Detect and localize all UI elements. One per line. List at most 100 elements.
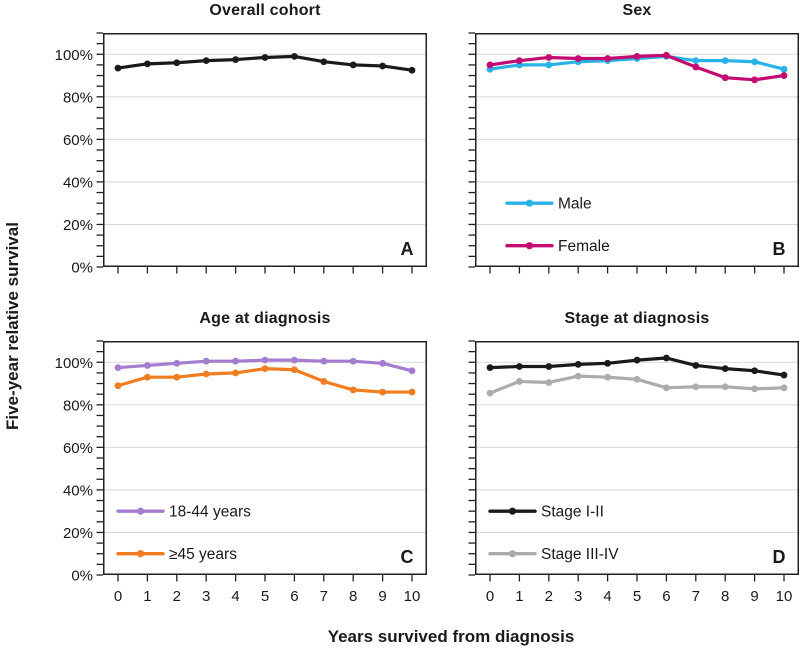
data-point bbox=[144, 60, 151, 68]
plot-age-at-diagnosis: 0% 20% 40% 60% 80% 100% 0 1 2 3 4 5 6 7 8 9 10 18-44 year… bbox=[55, 340, 427, 605]
data-point bbox=[486, 61, 494, 69]
data-point bbox=[545, 363, 553, 370]
x-tick-label: 1 bbox=[143, 588, 151, 605]
data-point bbox=[349, 386, 357, 394]
legend-marker bbox=[136, 507, 145, 515]
x-tick-label: 9 bbox=[750, 588, 758, 605]
data-point bbox=[633, 356, 641, 364]
data-point bbox=[721, 57, 729, 65]
y-tick-label: 60% bbox=[63, 132, 93, 149]
data-point bbox=[144, 373, 151, 381]
data-point bbox=[721, 383, 729, 391]
plot-border bbox=[475, 33, 799, 267]
data-point bbox=[604, 359, 611, 367]
plot-border bbox=[103, 341, 427, 575]
data-point bbox=[114, 364, 122, 371]
x-tick-label: 10 bbox=[404, 588, 421, 605]
data-point bbox=[545, 379, 553, 386]
x-tick-label: 3 bbox=[574, 588, 582, 605]
legend-label: Female bbox=[558, 238, 610, 255]
panel-letter: A bbox=[401, 239, 414, 259]
data-point bbox=[232, 357, 240, 365]
x-tick-label: 2 bbox=[173, 588, 181, 605]
plot-overall-cohort: 0% 20% 40% 60% 80% 100% A bbox=[55, 32, 427, 277]
data-point bbox=[291, 53, 298, 60]
data-point bbox=[663, 51, 670, 59]
data-point bbox=[261, 54, 269, 61]
y-tick-label: 60% bbox=[63, 440, 93, 457]
data-point bbox=[379, 388, 386, 396]
y-tick-label: 80% bbox=[63, 89, 93, 106]
x-tick-label: 9 bbox=[378, 588, 386, 605]
data-point bbox=[173, 359, 181, 367]
data-point bbox=[486, 364, 494, 371]
y-tick-label: 40% bbox=[63, 174, 93, 191]
data-point bbox=[780, 384, 788, 392]
data-point bbox=[173, 59, 181, 67]
data-point bbox=[320, 357, 328, 365]
data-point bbox=[320, 378, 328, 385]
panel-age-at-diagnosis: Age at diagnosis 0% 20% 40% 60% 80% 100% 0 1 2 3 4… bbox=[55, 310, 427, 605]
x-tick-label: 3 bbox=[202, 588, 210, 605]
y-tick-label: 100% bbox=[55, 355, 93, 372]
panel-overall-cohort: Overall cohort 0% 20% 40% 60% 80% 100% A bbox=[55, 2, 427, 277]
y-tick-label: 80% bbox=[63, 397, 93, 414]
data-point bbox=[232, 369, 240, 377]
y-tick-label: 20% bbox=[63, 217, 93, 234]
y-tick-label: 100% bbox=[55, 47, 93, 64]
data-point bbox=[202, 370, 210, 378]
legend-marker bbox=[508, 507, 517, 515]
data-point bbox=[751, 58, 758, 66]
x-tick-label: 2 bbox=[545, 588, 553, 605]
data-point bbox=[408, 367, 416, 375]
data-point bbox=[379, 359, 386, 367]
plot-border bbox=[475, 341, 799, 575]
plot-sex: Male Female B bbox=[468, 32, 799, 274]
data-point bbox=[202, 357, 210, 365]
panel-letter: C bbox=[401, 547, 414, 567]
panel-letter: D bbox=[773, 547, 786, 567]
legend-marker bbox=[525, 242, 534, 250]
data-point bbox=[692, 63, 700, 71]
y-tick-label: 0% bbox=[71, 568, 93, 585]
data-point bbox=[408, 388, 416, 396]
legend-marker bbox=[525, 199, 534, 207]
panel-title: Age at diagnosis bbox=[199, 310, 331, 327]
y-tick-label: 40% bbox=[63, 482, 93, 499]
x-axis-title: Years survived from diagnosis bbox=[327, 627, 575, 646]
y-axis-title: Five-year relative survival bbox=[3, 222, 22, 430]
data-point bbox=[516, 363, 523, 370]
data-point bbox=[486, 389, 494, 397]
x-tick-label: 7 bbox=[320, 588, 328, 605]
data-point bbox=[663, 354, 670, 362]
legend-label: Stage III-IV bbox=[541, 546, 619, 563]
panel-letter: B bbox=[773, 239, 786, 259]
x-tick-label: 7 bbox=[692, 588, 700, 605]
data-point bbox=[349, 357, 357, 365]
x-tick-label: 4 bbox=[231, 588, 239, 605]
data-point bbox=[751, 367, 758, 375]
data-point bbox=[349, 61, 357, 69]
data-point bbox=[232, 56, 240, 63]
data-point bbox=[751, 76, 758, 84]
x-tick-label: 0 bbox=[114, 588, 122, 605]
data-point bbox=[604, 55, 611, 62]
panel-sex: Sex Male Female B bbox=[468, 2, 799, 274]
panel-stage-at-diagnosis: Stage at diagnosis 0 1 2 3 4 5 6 7 8 9 10 Stage I-I… bbox=[468, 310, 799, 605]
data-point bbox=[633, 375, 641, 383]
data-point bbox=[320, 58, 328, 66]
data-point bbox=[692, 362, 700, 369]
data-point bbox=[574, 372, 582, 380]
data-point bbox=[173, 373, 181, 381]
legend-marker bbox=[136, 550, 145, 558]
legend-label: 18-44 years bbox=[169, 504, 251, 521]
panel-title: Stage at diagnosis bbox=[564, 310, 710, 327]
series-line bbox=[116, 367, 414, 394]
data-point bbox=[202, 57, 210, 65]
y-tick-label: 0% bbox=[71, 260, 93, 277]
data-point bbox=[261, 356, 269, 364]
data-point bbox=[291, 366, 298, 374]
data-point bbox=[516, 57, 523, 65]
data-point bbox=[574, 361, 582, 368]
data-point bbox=[751, 385, 758, 393]
